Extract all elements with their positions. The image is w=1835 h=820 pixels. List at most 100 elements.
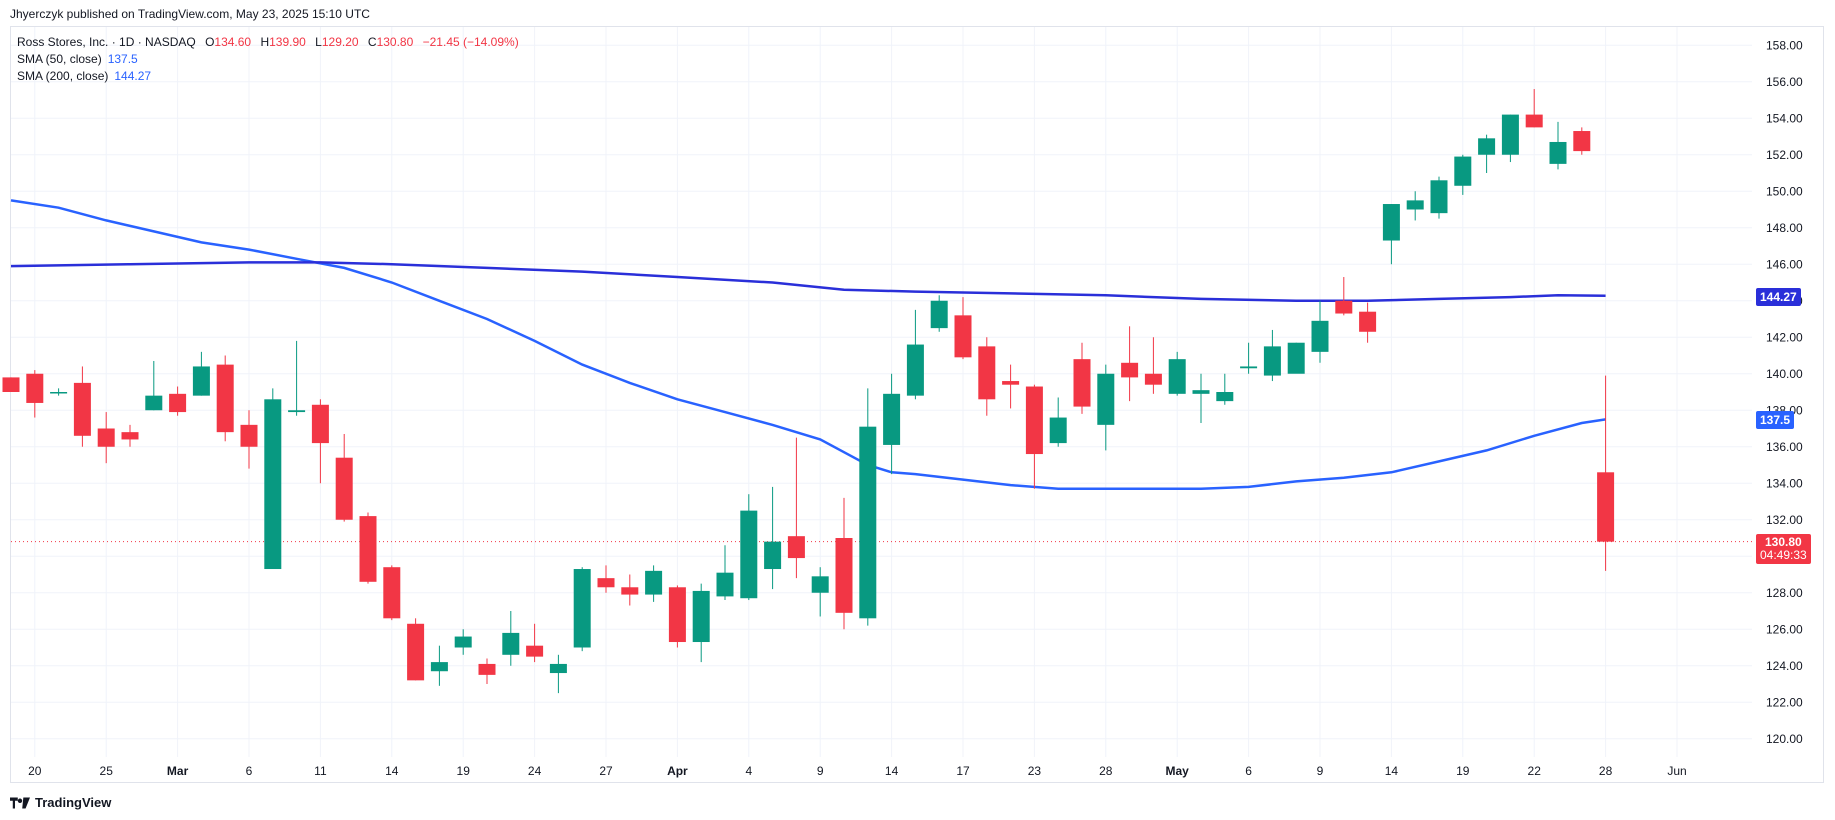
x-tick-label: 9 <box>1317 764 1324 778</box>
candle-body <box>811 576 829 593</box>
y-tick-label: 142.00 <box>1766 330 1803 344</box>
candle-body <box>1335 300 1353 314</box>
candle-body <box>1478 138 1496 155</box>
candle-body <box>264 399 282 570</box>
candle-body <box>859 426 877 619</box>
x-tick-label: 14 <box>385 764 399 778</box>
candle-body <box>787 536 805 559</box>
change-value: −21.45 (−14.09%) <box>422 35 519 49</box>
y-tick-label: 122.00 <box>1766 695 1803 709</box>
candle-body <box>335 457 353 520</box>
candle-body <box>835 538 853 613</box>
x-tick-label: 24 <box>528 764 542 778</box>
x-tick-label: 6 <box>1245 764 1252 778</box>
candle-body <box>621 587 639 595</box>
candle-body <box>1121 362 1139 378</box>
close-label: C <box>367 35 377 49</box>
high-label: H <box>260 35 270 49</box>
candle-body <box>121 432 139 440</box>
y-tick-label: 126.00 <box>1766 622 1803 636</box>
candle-body <box>978 346 996 400</box>
tradingview-footer[interactable]: TradingView <box>10 795 111 810</box>
y-tick-label: 120.00 <box>1766 732 1803 746</box>
high-value: 139.90 <box>269 35 306 49</box>
y-tick-label: 158.00 <box>1766 38 1803 52</box>
y-tick-label: 154.00 <box>1766 111 1803 125</box>
last-price-value: 130.80 <box>1765 534 1802 549</box>
candle-body <box>740 510 758 599</box>
candle-body <box>1240 366 1258 369</box>
x-tick-label: 27 <box>599 764 613 778</box>
y-tick-label: 152.00 <box>1766 148 1803 162</box>
x-tick-label: 11 <box>314 764 327 778</box>
candle-body <box>407 623 425 681</box>
x-tick-label: 6 <box>246 764 253 778</box>
x-tick-label: 9 <box>817 764 824 778</box>
sma200-row: SMA (200, close) 144.27 <box>17 68 519 85</box>
candle-body <box>1263 346 1281 376</box>
last-price-tag: 130.80 04:49:33 <box>1756 533 1811 564</box>
symbol-label[interactable]: Ross Stores, Inc. · 1D · NASDAQ <box>17 35 196 49</box>
y-tick-label: 136.00 <box>1766 440 1803 454</box>
candle-body <box>930 300 948 329</box>
candle-body <box>359 516 377 582</box>
x-tick-label: 22 <box>1528 764 1542 778</box>
sma50-row: SMA (50, close) 137.5 <box>17 51 519 68</box>
x-tick-label: 28 <box>1599 764 1613 778</box>
candle-body <box>668 587 686 643</box>
candle-body <box>311 404 329 444</box>
x-tick-label: 4 <box>745 764 752 778</box>
candle-body <box>26 373 44 403</box>
x-tick-label: May <box>1166 764 1190 778</box>
candle-body <box>97 428 115 447</box>
low-label: L <box>315 35 322 49</box>
x-tick-label: 28 <box>1099 764 1113 778</box>
candle-body <box>906 344 924 396</box>
candle-body <box>240 424 258 447</box>
x-tick-label: Mar <box>167 764 189 778</box>
candle-body <box>1382 204 1400 241</box>
candle-body <box>1287 342 1305 374</box>
candle-body <box>1002 381 1020 385</box>
sma50-line <box>10 199 1606 490</box>
candle-body <box>1359 311 1377 332</box>
candle-body <box>597 578 615 588</box>
y-tick-label: 156.00 <box>1766 75 1803 89</box>
y-tick-label: 140.00 <box>1766 367 1803 381</box>
candle-body <box>1049 417 1067 444</box>
y-tick-label: 128.00 <box>1766 586 1803 600</box>
ohlc-row: Ross Stores, Inc. · 1D · NASDAQ O134.60 … <box>17 34 519 51</box>
y-tick-label: 148.00 <box>1766 221 1803 235</box>
chart-legend: Ross Stores, Inc. · 1D · NASDAQ O134.60 … <box>17 34 519 85</box>
candle-body <box>1144 373 1162 385</box>
candle-body <box>1454 156 1472 186</box>
x-tick-label: Apr <box>667 764 688 778</box>
candle-body <box>1406 200 1424 210</box>
sma200-label[interactable]: SMA (200, close) <box>17 69 109 83</box>
candle-body <box>1501 114 1519 155</box>
sma200-line <box>10 261 1606 303</box>
x-tick-label: Jun <box>1667 764 1686 778</box>
candle-body <box>430 662 448 672</box>
candle-body <box>1073 359 1091 407</box>
candle-body <box>764 541 782 570</box>
candle-body <box>549 663 567 674</box>
sma50-price-tag: 137.5 <box>1756 411 1795 430</box>
sma200-value: 144.27 <box>114 69 152 83</box>
price-chart[interactable]: 120.00122.00124.00126.00128.00130.00132.… <box>0 0 1835 790</box>
candle-body <box>883 393 901 445</box>
publisher-line: Jhyerczyk published on TradingView.com, … <box>10 7 370 21</box>
sma50-value: 137.5 <box>107 52 138 66</box>
candle-body <box>192 366 210 396</box>
x-tick-label: 14 <box>885 764 899 778</box>
y-tick-label: 146.00 <box>1766 257 1803 271</box>
candle-body <box>216 364 234 433</box>
candle-body <box>502 632 520 655</box>
candle-body <box>383 567 401 619</box>
x-tick-label: 20 <box>28 764 42 778</box>
candle-body <box>2 377 20 392</box>
x-tick-label: 19 <box>1456 764 1470 778</box>
sma50-label[interactable]: SMA (50, close) <box>17 52 102 66</box>
y-tick-label: 134.00 <box>1766 476 1803 490</box>
candle-body <box>1025 386 1043 455</box>
